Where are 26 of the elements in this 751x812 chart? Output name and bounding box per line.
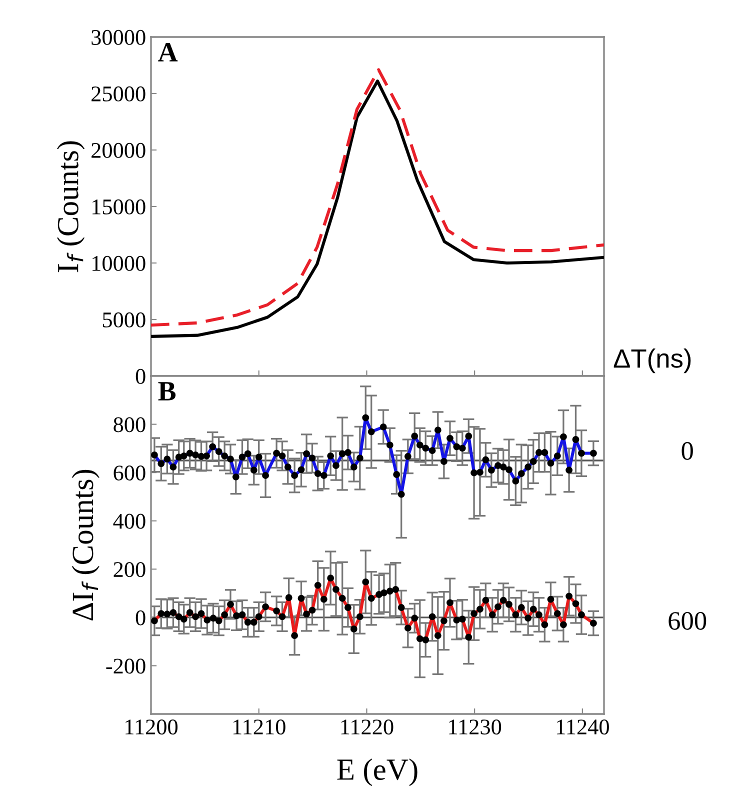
y-axis-title: ΔI$_{f}$ (Counts) [72, 470, 100, 620]
x-tick-label: 11230 [449, 720, 502, 734]
y-tick-label: -200 [106, 658, 146, 674]
y-tick-label: 5000 [102, 312, 146, 328]
y-tick-label: 200 [114, 562, 146, 578]
x-tick-label: 11240 [557, 720, 609, 734]
y-tick-label: 600 [114, 466, 146, 480]
y-tick-label: 0 [136, 368, 146, 384]
y-tick-label: 400 [113, 514, 146, 529]
y-tick-label: 15000 [92, 199, 146, 214]
y-tick-label: 0 [136, 610, 146, 626]
text: 600 [668, 612, 706, 630]
legend-title: ΔT(ns) [614, 348, 691, 374]
y-tick-label: 20000 [92, 142, 146, 158]
y-tick-label: 25000 [92, 86, 146, 102]
x-axis-title: E (eV) [337, 758, 418, 786]
annotation: A [158, 43, 178, 62]
annotation: B [158, 382, 176, 400]
y-tick-label: 800 [114, 417, 146, 432]
y-tick-label: 10000 [92, 256, 146, 271]
y-axis-title: I$_{f}$ (Counts) [56, 141, 85, 272]
text: 0 [682, 442, 693, 460]
x-tick-label: 11200 [126, 720, 178, 734]
y-tick-label: 30000 [92, 30, 146, 45]
x-tick-label: 11220 [341, 720, 394, 734]
x-tick-label: 11210 [233, 720, 286, 734]
